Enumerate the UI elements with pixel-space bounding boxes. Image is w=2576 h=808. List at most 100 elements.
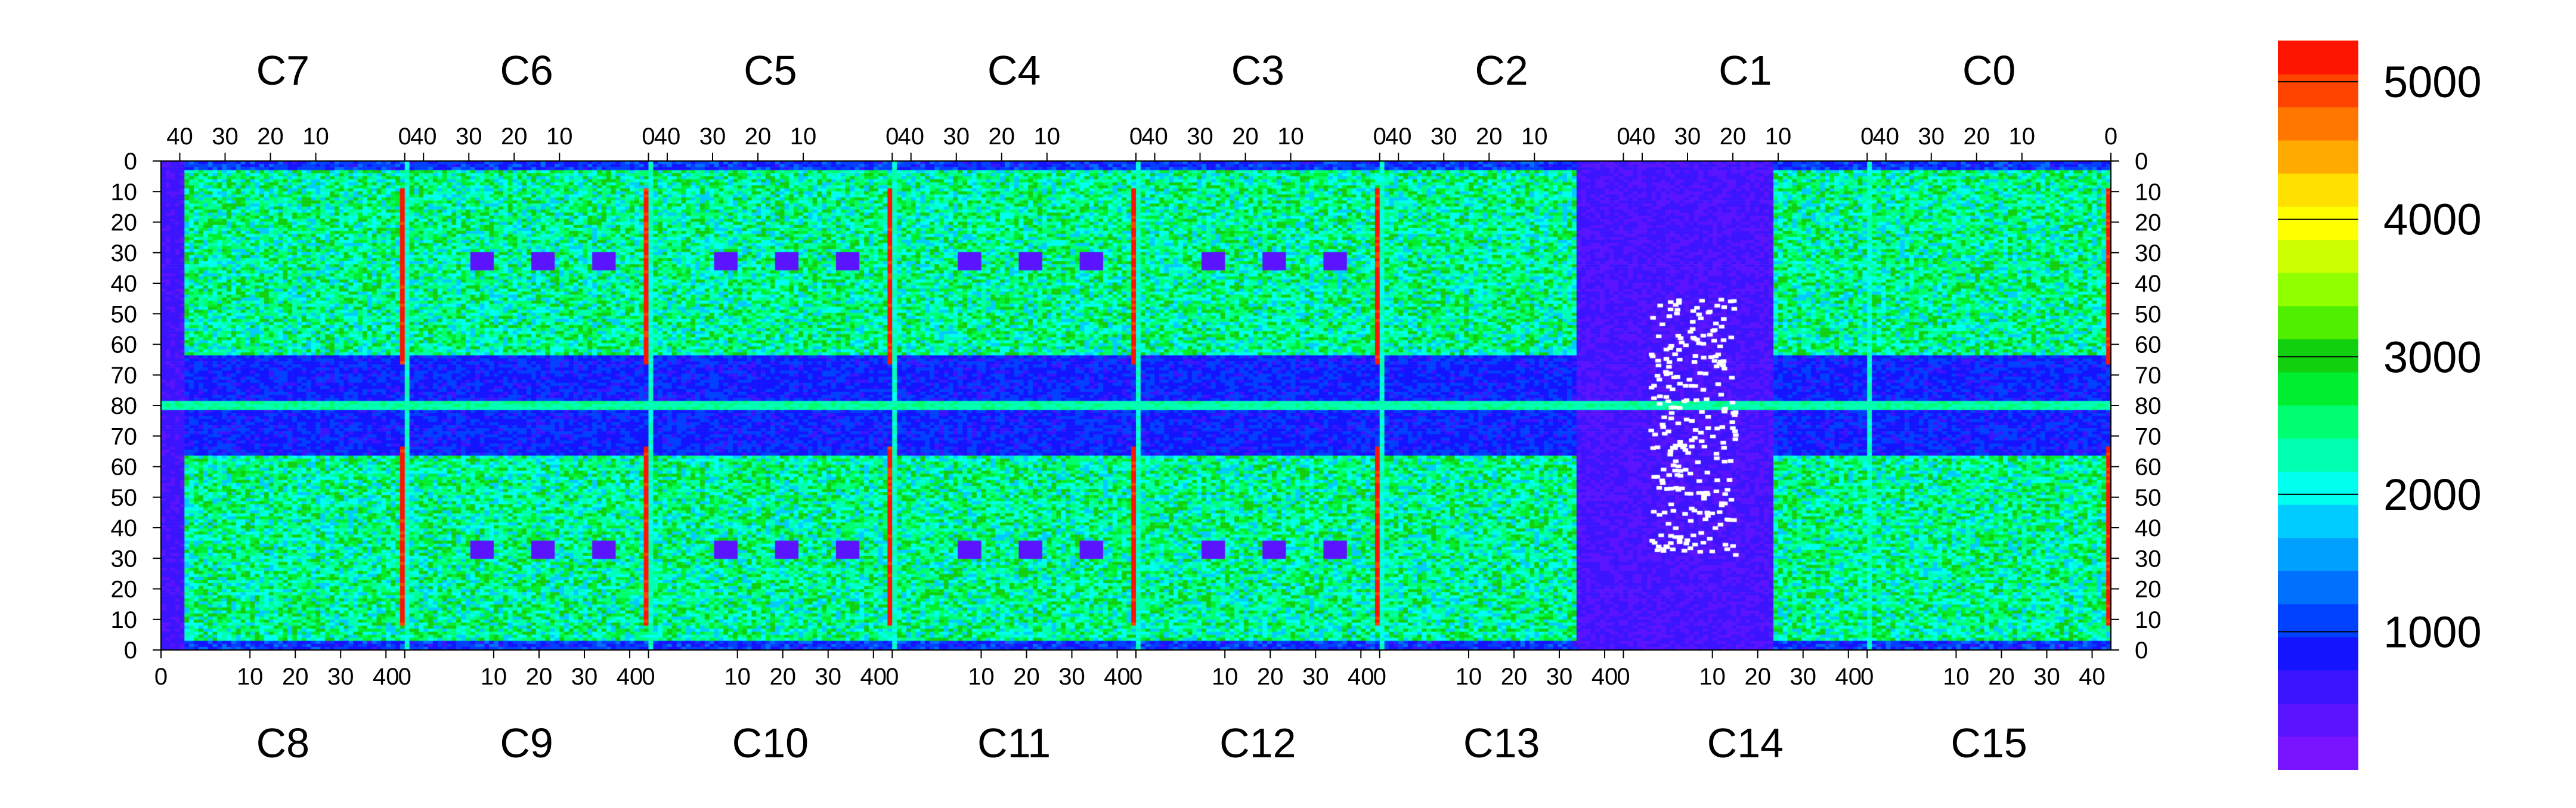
chip-label-top: C2	[1475, 47, 1528, 94]
colorbar-swatch	[2278, 173, 2358, 207]
x-tick-label-top: 20	[1232, 123, 1259, 150]
colorbar-swatch	[2278, 670, 2358, 704]
x-tick-label-bottom: 20	[1257, 664, 1284, 690]
x-tick-label-top: 30	[1918, 123, 1945, 150]
y-tick-label-right: 80	[2135, 393, 2162, 419]
colorbar-swatch	[2278, 73, 2358, 108]
y-tick-label-right: 50	[2135, 485, 2162, 511]
x-tick-label-bottom: 30	[2033, 664, 2060, 690]
x-tick-label-top: 20	[501, 123, 528, 150]
chip-label-bottom: C10	[732, 720, 809, 766]
y-tick-label-right: 0	[2135, 637, 2148, 664]
x-tick-label-top: 30	[1187, 123, 1213, 150]
x-tick-label-bottom: 0	[642, 664, 655, 690]
chip-label-top: C5	[744, 47, 797, 94]
x-tick-label-bottom: 40	[373, 664, 400, 690]
y-tick-label-left: 10	[111, 607, 138, 633]
chip-label-bottom: C12	[1219, 720, 1296, 766]
x-tick-label-top: 40	[1385, 123, 1412, 150]
colorbar-swatch	[2278, 239, 2358, 273]
colorbar-tick-label: 1000	[2383, 607, 2482, 657]
x-tick-label-bottom: 10	[1943, 664, 1970, 690]
y-tick-label-left: 30	[111, 546, 138, 572]
x-tick-label-bottom: 40	[860, 664, 887, 690]
x-tick-label-bottom: 40	[1592, 664, 1618, 690]
colorbar-ticks: 1000 2000 3000 4000 5000	[2278, 57, 2482, 657]
y-tick-label-right: 20	[2135, 577, 2162, 603]
x-tick-label-bottom: 40	[2079, 664, 2106, 690]
chip-label-bottom: C9	[500, 720, 553, 766]
colorbar-swatch	[2278, 372, 2358, 405]
chip-label-top: C1	[1719, 47, 1772, 94]
x-tick-label-bottom: 0	[398, 664, 411, 690]
x-tick-label-top: 0	[886, 123, 899, 150]
x-tick-label-bottom: 30	[571, 664, 598, 690]
x-tick-label-bottom: 10	[724, 664, 751, 690]
y-tick-label-right: 30	[2135, 240, 2162, 267]
x-tick-label-bottom: 30	[1302, 664, 1329, 690]
colorbar-swatch	[2278, 140, 2358, 174]
chip-labels-top: C7 C6 C5 C4 C3 C2 C1 C0	[256, 47, 2016, 94]
y-tick-label-right: 20	[2135, 210, 2162, 236]
x-tick-label-bottom: 0	[1373, 664, 1386, 690]
plot-frame	[160, 160, 2111, 651]
y-tick-label-right: 40	[2135, 271, 2162, 297]
colorbar-swatch	[2278, 570, 2358, 605]
x-tick-label-bottom: 30	[815, 664, 841, 690]
x-tick-label-bottom: 20	[1988, 664, 2015, 690]
x-tick-label-top: 10	[790, 123, 817, 150]
y-tick-label-left: 70	[111, 423, 138, 450]
x-tick-label-top: 30	[456, 123, 482, 150]
x-tick-label-top: 0	[1129, 123, 1143, 150]
x-tick-label-bottom: 30	[327, 664, 354, 690]
x-tick-label-bottom: 10	[1212, 664, 1239, 690]
colorbar-swatch	[2278, 206, 2358, 240]
x-tick-label-bottom: 10	[481, 664, 507, 690]
x-tick-label-top: 40	[166, 123, 193, 150]
chip-labels-bottom: C8 C9 C10 C11 C12 C13 C14 C15	[256, 720, 2027, 766]
x-tick-label-bottom: 40	[1835, 664, 1862, 690]
heatmap-plot-area	[161, 161, 2111, 650]
x-tick-label-top: 20	[1720, 123, 1747, 150]
y-axis-left: 0 10 20 30 40 50 60 70 80 70 60 50 40 30 20 10 0	[111, 148, 161, 664]
chip-label-bottom: C13	[1463, 720, 1540, 766]
chip-label-top: C4	[987, 47, 1041, 94]
x-tick-label-top: 30	[212, 123, 239, 150]
x-tick-label-bottom: 40	[617, 664, 643, 690]
x-tick-label-top: 20	[745, 123, 772, 150]
colorbar-tick-label: 4000	[2383, 195, 2482, 244]
y-tick-label-right: 10	[2135, 607, 2162, 633]
x-axis-top: 40 30 20 10 040 30 20 10 040 30 20 10 040 30 20 10 040 30…	[166, 123, 2117, 161]
x-tick-label-bottom: 10	[968, 664, 995, 690]
y-tick-label-right: 60	[2135, 454, 2162, 481]
y-tick-label-right: 10	[2135, 179, 2162, 205]
chip-label-top: C7	[256, 47, 309, 94]
colorbar-tick-label: 2000	[2383, 470, 2482, 519]
x-tick-label-top: 40	[1629, 123, 1656, 150]
x-tick-label-top: 40	[1141, 123, 1168, 150]
y-tick-label-left: 50	[111, 301, 138, 327]
chip-label-bottom: C15	[1950, 720, 2027, 766]
y-tick-label-right: 70	[2135, 363, 2162, 389]
x-tick-label-bottom: 20	[1013, 664, 1040, 690]
x-tick-label-top: 30	[1674, 123, 1701, 150]
chip-label-bottom: C11	[977, 720, 1051, 766]
x-tick-label-top: 30	[943, 123, 970, 150]
y-tick-label-right: 60	[2135, 332, 2162, 358]
x-tick-label-top: 0	[1617, 123, 1630, 150]
x-tick-label-top: 10	[1765, 123, 1792, 150]
x-tick-label-bottom: 10	[237, 664, 264, 690]
x-tick-label-bottom: 40	[1104, 664, 1131, 690]
chip-label-bottom: C8	[256, 720, 309, 766]
colorbar-tick-label: 5000	[2383, 57, 2482, 107]
y-tick-label-left: 80	[111, 393, 138, 419]
x-tick-label-top: 20	[1476, 123, 1503, 150]
colorbar-swatch	[2278, 537, 2358, 571]
y-tick-label-left: 20	[111, 577, 138, 603]
x-tick-label-top: 10	[1277, 123, 1304, 150]
y-tick-label-left: 20	[111, 210, 138, 236]
x-tick-label-top: 20	[989, 123, 1015, 150]
y-tick-label-right: 30	[2135, 546, 2162, 572]
